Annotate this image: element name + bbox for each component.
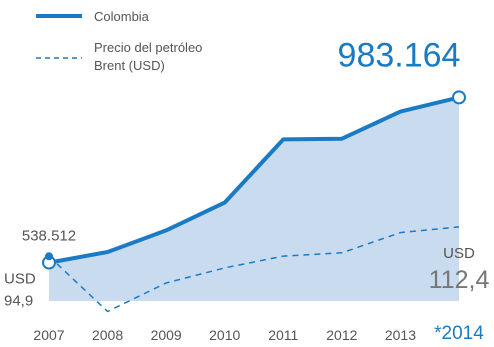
x-tick-label: *2014 [434, 323, 484, 344]
x-tick-label: 2013 [385, 327, 416, 343]
x-tick-label: 2008 [92, 327, 123, 343]
oil-end-unit-label: USD [443, 245, 475, 262]
plot-area [42, 90, 466, 313]
legend-label-colombia: Colombia [94, 9, 150, 24]
x-tick-label: 2007 [33, 327, 64, 343]
x-tick-label: 2009 [151, 327, 182, 343]
x-tick-label: 2012 [326, 327, 357, 343]
x-axis: 2007 2008 2009 2010 2011 2012 2013 *2014 [33, 323, 484, 344]
colombia-area [49, 97, 459, 302]
x-tick-label: 2011 [268, 327, 298, 343]
colombia-end-marker [452, 90, 466, 105]
series-line-brent [48, 226, 460, 313]
legend-label-brent: Precio del petróleo Brent (USD) [94, 40, 202, 73]
start-value-label: 538.512 [22, 228, 76, 245]
series-line-colombia [48, 95, 460, 265]
oil-start-value-label: 94,9 [4, 292, 33, 309]
x-tick-label: 2010 [209, 327, 240, 343]
legend: Colombia Precio del petróleo Brent (USD) [36, 9, 202, 73]
end-value-label: 983.164 [338, 36, 461, 74]
oil-start-unit-label: USD [4, 270, 36, 287]
brent-start-marker [45, 252, 53, 261]
oil-end-value-label: 112,4 [429, 266, 490, 294]
